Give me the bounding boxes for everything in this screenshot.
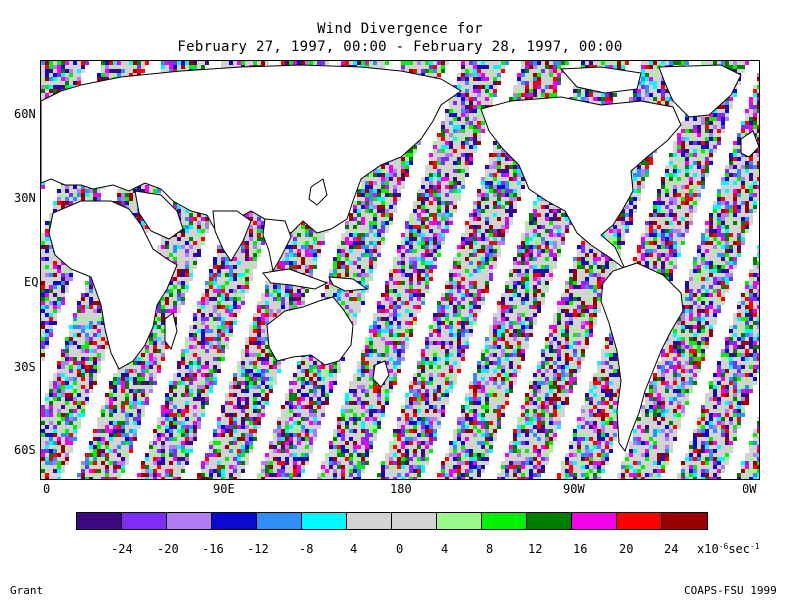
- lat-label-60s: 60S: [14, 443, 36, 457]
- land-japan: [308, 178, 328, 206]
- colorbar-label: -12: [247, 542, 269, 556]
- divergence-map: [41, 61, 759, 479]
- lat-label-eq: EQ: [24, 275, 39, 289]
- lon-label-90e: 90E: [213, 482, 235, 496]
- chart-title-line2: February 27, 1997, 00:00 - February 28, …: [177, 39, 623, 55]
- land-greenland: [658, 64, 742, 118]
- map-frame: [40, 60, 760, 480]
- footer-author: Grant: [10, 584, 44, 597]
- colorbar-label: -8: [299, 542, 314, 556]
- colorbar-swatch: [77, 513, 122, 529]
- colorbar-swatch: [437, 513, 482, 529]
- land-eurasia: [41, 64, 462, 234]
- colorbar: [76, 512, 708, 530]
- land-south-america: [600, 262, 684, 453]
- colorbar-label: 20: [619, 542, 634, 556]
- chart-title-line1: Wind Divergence for: [317, 21, 483, 37]
- land-new-guinea: [328, 276, 369, 292]
- lon-label-0: 0: [43, 482, 51, 496]
- lat-label-30s: 30S: [14, 360, 36, 374]
- colorbar-swatch: [617, 513, 662, 529]
- land-india: [212, 210, 252, 262]
- colorbar-label: 8: [486, 542, 494, 556]
- lat-label-30n: 30N: [14, 191, 36, 205]
- colorbar-label: 4: [441, 542, 449, 556]
- footer-credit: COAPS-FSU 1999: [684, 584, 777, 597]
- colorbar-label: 16: [573, 542, 588, 556]
- colorbar-swatch: [392, 513, 437, 529]
- colorbar-swatch: [662, 513, 707, 529]
- colorbar-label: 24: [664, 542, 679, 556]
- land-indonesia: [262, 268, 329, 290]
- colorbar-units: x10-6sec-1: [697, 542, 760, 556]
- colorbar-swatch: [482, 513, 527, 529]
- colorbar-swatch: [257, 513, 302, 529]
- colorbar-swatch: [212, 513, 257, 529]
- colorbar-label: -16: [202, 542, 224, 556]
- colorbar-label: 0: [396, 542, 404, 556]
- land-masses: [41, 64, 759, 453]
- colorbar-label: 12: [528, 542, 543, 556]
- colorbar-swatch: [122, 513, 167, 529]
- land-british-isles: [740, 130, 759, 158]
- colorbar-label: -24: [111, 542, 133, 556]
- lat-label-60n: 60N: [14, 107, 36, 121]
- land-australia: [266, 296, 354, 366]
- colorbar-label: -20: [157, 542, 179, 556]
- colorbar-label: 4: [350, 542, 358, 556]
- lon-label-180: 180: [390, 482, 412, 496]
- colorbar-swatch: [167, 513, 212, 529]
- colorbar-swatch: [572, 513, 617, 529]
- colorbar-swatch: [302, 513, 347, 529]
- lon-label-90w: 90W: [563, 482, 585, 496]
- lon-label-0w: 0W: [742, 482, 757, 496]
- land-new-zealand: [372, 360, 390, 388]
- land-madagascar: [164, 312, 178, 351]
- land-arctic-islands: [559, 66, 642, 94]
- land-arabia: [134, 190, 184, 240]
- land-north-america: [480, 96, 682, 270]
- land-indochina: [262, 218, 292, 273]
- colorbar-swatch: [527, 513, 572, 529]
- land-africa: [48, 200, 178, 370]
- colorbar-swatch: [347, 513, 392, 529]
